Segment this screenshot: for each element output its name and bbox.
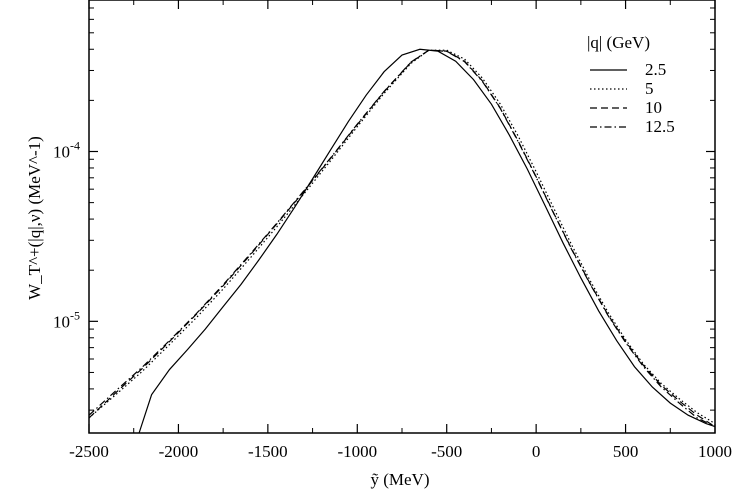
x-tick-label: -500	[431, 442, 462, 461]
x-tick-label: -1500	[248, 442, 288, 461]
x-tick-label: -2000	[159, 442, 199, 461]
series-layer	[89, 48, 715, 433]
plot-frame	[88, 0, 716, 434]
series-line-10	[89, 49, 715, 428]
y-tick-label: 10-5	[53, 308, 80, 331]
x-tick-label: 0	[532, 442, 541, 461]
series-line-12.5	[89, 49, 715, 428]
legend-label-5: 5	[645, 79, 654, 98]
y-axis-title: W_T^+(|q|,ν) (MeV^-1)	[25, 136, 44, 300]
legend-label-12.5: 12.5	[645, 117, 675, 136]
x-tick-label: -1000	[337, 442, 377, 461]
svg-text:W_T^+(|q|,ν) (MeV^-1): W_T^+(|q|,ν) (MeV^-1)	[25, 136, 44, 300]
ticks-layer: -2500 -2000 -1500 -1000 -500 0 500 1000 10-4 10-5	[53, 0, 732, 461]
series-line-2.5	[138, 48, 715, 433]
series-line-5	[89, 49, 715, 425]
y-tick-label: 10-4	[53, 139, 80, 162]
x-tick-label: 1000	[698, 442, 732, 461]
legend-label-2.5: 2.5	[645, 60, 666, 79]
legend-title: |q| (GeV)	[587, 33, 650, 52]
x-tick-label: 500	[613, 442, 639, 461]
legend-label-10: 10	[645, 98, 662, 117]
x-tick-label: -2500	[69, 442, 109, 461]
x-axis-title: ỹ (MeV)	[370, 470, 429, 489]
